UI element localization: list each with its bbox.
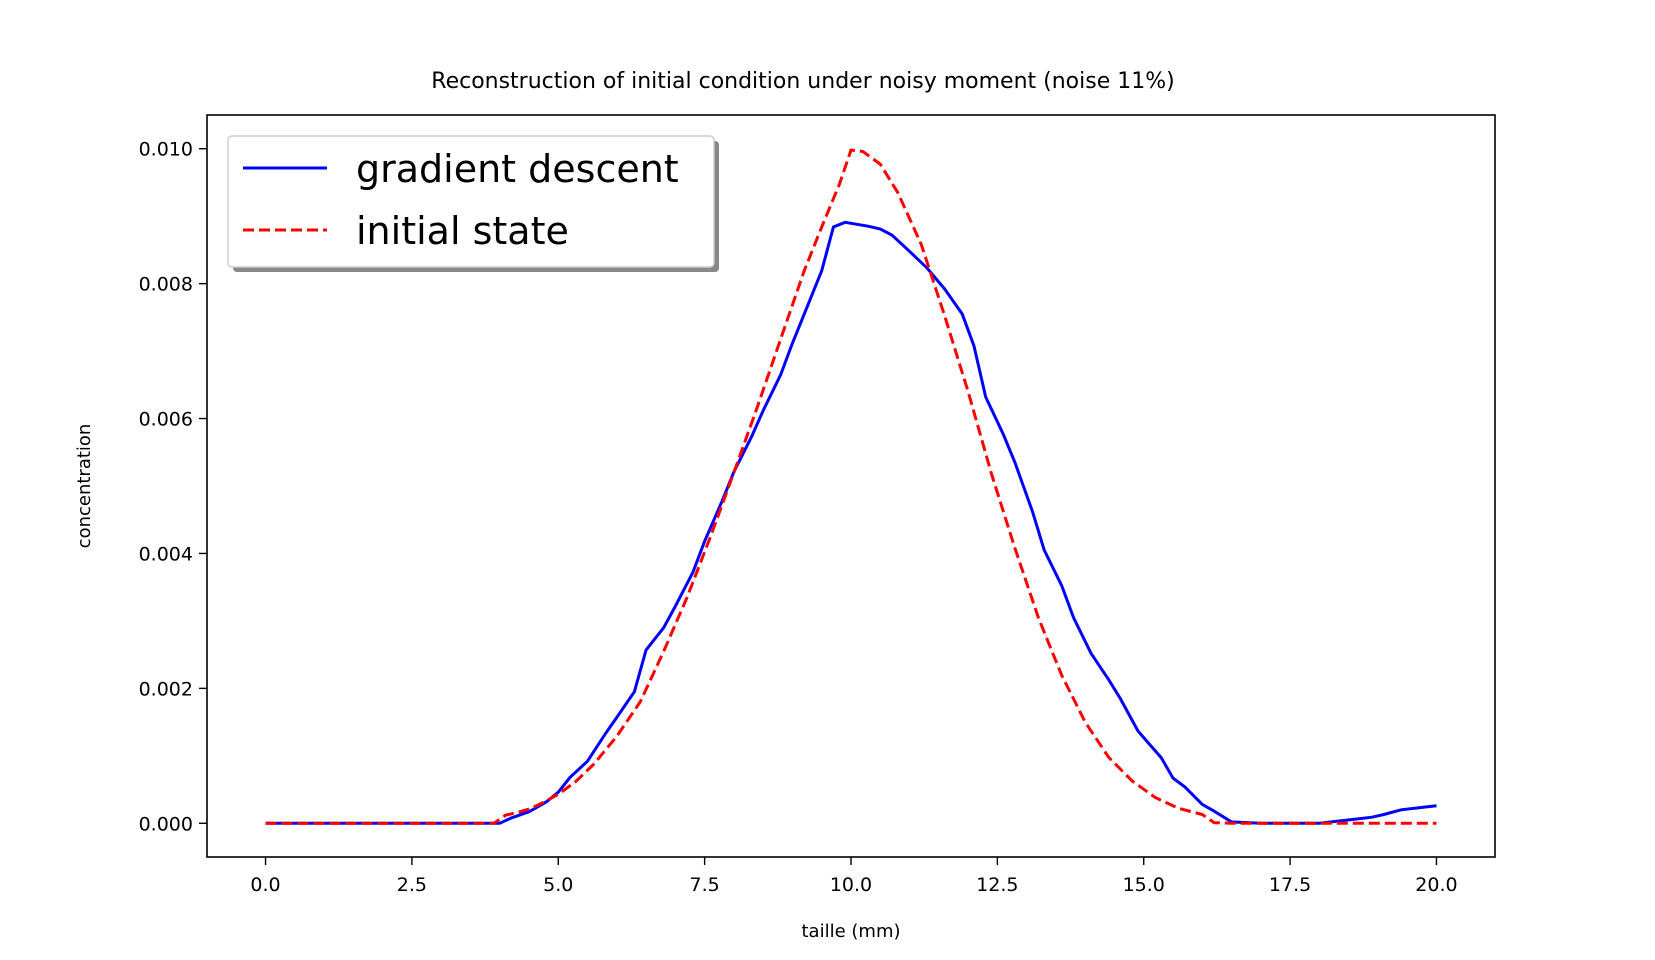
legend-box xyxy=(227,135,715,268)
series-layer xyxy=(265,148,1437,825)
x-tick-label: 20.0 xyxy=(1415,874,1457,896)
y-tick-label: 0.008 xyxy=(139,274,193,296)
series-initial-state-line xyxy=(265,148,1437,825)
x-tick-label: 17.5 xyxy=(1269,874,1311,896)
y-tick-label: 0.002 xyxy=(139,678,193,700)
legend-initial-state-label: initial state xyxy=(356,209,569,253)
y-tick-label: 0.010 xyxy=(139,139,193,161)
chart-title: Reconstruction of initial condition unde… xyxy=(431,69,1174,94)
x-axis-label: taille (mm) xyxy=(802,921,901,942)
y-tick-label: 0.006 xyxy=(139,409,193,431)
x-tick-label: 15.0 xyxy=(1123,874,1165,896)
x-tick-label: 7.5 xyxy=(690,874,720,896)
y-axis: 0.000 0.002 0.004 0.006 0.008 0.010 xyxy=(139,139,207,835)
x-tick-label: 10.0 xyxy=(830,874,872,896)
legend: gradient descent initial state xyxy=(227,135,719,272)
x-tick-label: 5.0 xyxy=(543,874,573,896)
legend-gradient-descent-label: gradient descent xyxy=(356,147,679,191)
y-axis-label: concentration xyxy=(74,424,95,549)
x-tick-label: 0.0 xyxy=(250,874,280,896)
x-tick-label: 2.5 xyxy=(397,874,427,896)
y-tick-label: 0.004 xyxy=(139,543,193,565)
x-tick-label: 12.5 xyxy=(976,874,1018,896)
y-tick-label: 0.000 xyxy=(139,813,193,835)
x-axis: 0.0 2.5 5.0 7.5 10.0 12.5 15.0 17.5 20.0 xyxy=(250,857,1458,896)
